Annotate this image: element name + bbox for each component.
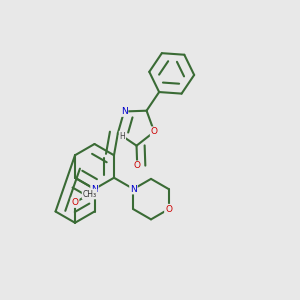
Text: N: N — [130, 184, 137, 194]
Text: H: H — [119, 132, 125, 141]
Text: O: O — [151, 127, 158, 136]
Text: O: O — [165, 205, 172, 214]
Text: O: O — [71, 198, 79, 207]
Text: N: N — [91, 184, 98, 194]
Text: CH₃: CH₃ — [82, 190, 97, 199]
Text: O: O — [134, 161, 141, 170]
Text: N: N — [121, 107, 128, 116]
